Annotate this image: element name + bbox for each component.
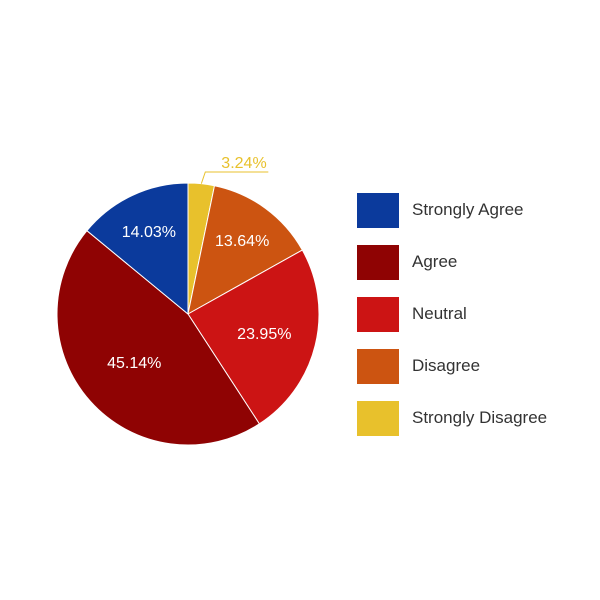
legend-swatch-strongly-disagree <box>357 400 399 436</box>
data-label-agree: 45.14% <box>107 355 161 372</box>
legend-item-strongly-disagree: Strongly Disagree <box>357 400 597 436</box>
legend-swatch-neutral <box>357 296 399 332</box>
legend-label-strongly-agree: Strongly Agree <box>412 200 524 219</box>
legend-item-agree: Agree <box>357 244 597 280</box>
legend-label-strongly-disagree: Strongly Disagree <box>412 408 548 427</box>
legend-item-disagree: Disagree <box>357 348 597 384</box>
legend-label-neutral: Neutral <box>412 304 467 323</box>
data-label-strongly-disagree: 3.24% <box>221 155 266 172</box>
legend-item-strongly-agree: Strongly Agree <box>357 192 597 228</box>
pie-slice-neutral <box>187 249 320 425</box>
pie-slice-agree <box>56 229 261 446</box>
legend-item-neutral: Neutral <box>357 296 597 332</box>
legend-swatch-strongly-agree <box>357 192 399 228</box>
legend-label-agree: Agree <box>412 252 458 271</box>
legend-swatch-disagree <box>357 348 399 384</box>
data-label-disagree: 13.64% <box>215 233 269 250</box>
pie-slice-disagree <box>187 185 303 315</box>
legend-label-disagree: Disagree <box>412 356 481 375</box>
chart-legend: Strongly Agree Agree Neutral Disagree St… <box>357 192 597 452</box>
legend-swatch-agree <box>357 244 399 280</box>
data-label-strongly-agree: 14.03% <box>122 224 176 241</box>
leader-line-strongly-disagree <box>200 171 269 184</box>
data-label-neutral: 23.95% <box>237 326 291 343</box>
pie-slice-strongly-agree <box>86 182 189 316</box>
